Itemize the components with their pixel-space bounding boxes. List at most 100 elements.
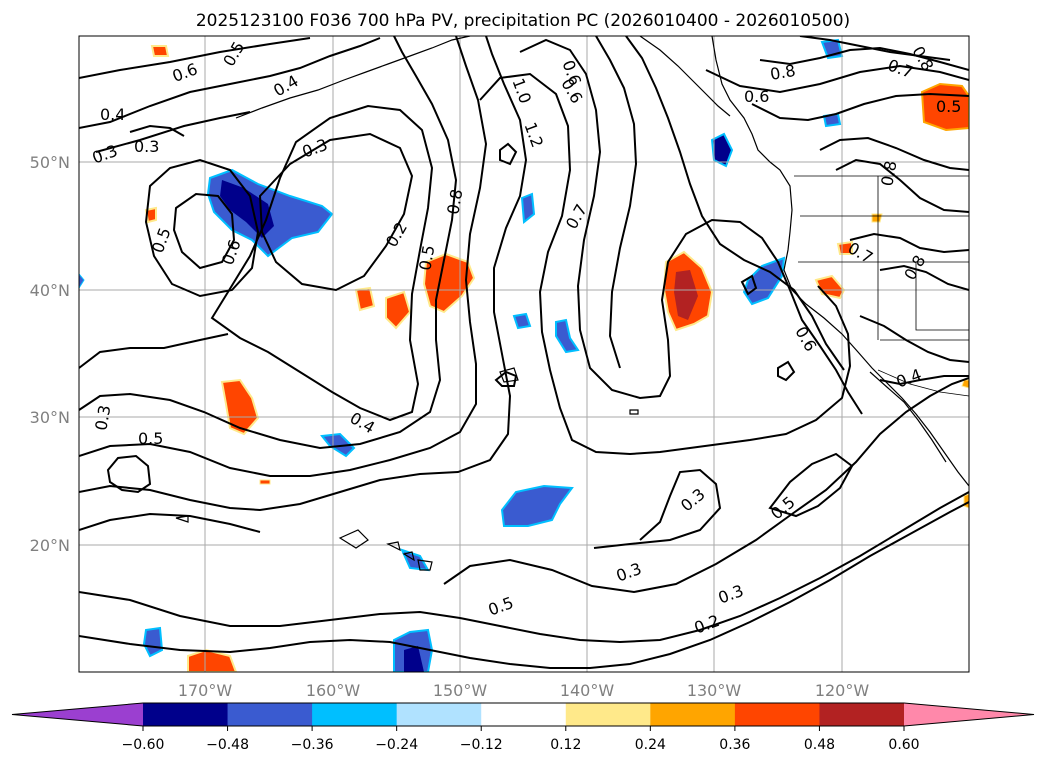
precip-area-pos [220,378,260,436]
colorbar-under-extension [12,703,143,726]
pv-contour [859,315,969,363]
colorbar-segment [734,703,820,726]
precip-area-neg [500,484,574,527]
map-title: 2025123100 F036 700 hPa PV, precipitatio… [196,11,850,31]
hawaii-islands [338,529,433,571]
colorbar-tick-label: 0.48 [804,737,835,753]
pv-contour [79,36,458,450]
baja-coast [869,371,947,463]
colorbar-tick-label: −0.36 [291,737,334,753]
precip-area-neg [79,273,85,289]
colorbar-tick-label: 0.36 [719,737,750,753]
precip-area-neg [142,626,164,658]
lon-label: 120°W [815,681,870,700]
lat-label: 20°N [30,536,70,555]
alaska-panhandle-islands [639,36,731,117]
pv-contour [519,38,863,415]
map-panel: 0.6 0.5 0.4 0.8 0.6 1.0 1.2 0.6 0.7 0.8 … [78,35,970,673]
pv-contour [740,274,758,296]
pv-contour [144,158,260,298]
precip-area-pos [961,379,969,389]
precip-area-pos [871,213,883,223]
contour-label: 0.6 [744,87,769,106]
precip-area-neg [512,312,532,330]
contour-label: 0.3 [91,404,114,432]
pv-contour [879,375,969,386]
pv-contour [79,36,528,512]
contour-label: 0.8 [877,159,900,187]
pv-contour [95,111,251,153]
contour-label: 0.3 [134,137,159,156]
small-island [175,367,639,523]
lon-label: 160°W [306,681,361,700]
pv-contour [593,468,722,549]
colorbar-segment [565,703,651,726]
precip-area-neg [320,432,356,458]
precip-area-neg [742,256,786,306]
colorbar-tick-label: −0.60 [122,737,165,753]
lat-label: 40°N [30,281,70,300]
pv-contour [79,37,311,79]
pv-contour [835,158,969,213]
lon-label: 130°W [687,681,742,700]
colorbar-tick-label: −0.24 [375,737,418,753]
colorbar-segment [227,703,313,726]
precip-area-pos [354,286,376,312]
colorbar-over-extension [904,703,1034,726]
pv-contour [129,124,185,137]
lon-label: 170°W [178,681,233,700]
precip-area-neg-core [220,180,274,238]
pv-contour [879,264,969,291]
pv-contour [79,333,229,369]
precip-area-pos-core [674,270,698,320]
colorbar: −0.60 −0.48 −0.36 −0.24 −0.12 0.12 0.24 0.36 0.4… [11,702,1035,753]
state-borders [798,176,969,341]
lat-label: 50°N [30,153,70,172]
pv-contour [210,104,434,422]
contour-label: 0.5 [138,429,163,448]
pv-contour [172,192,236,270]
pv-contour [79,491,969,644]
contour-label: 0.8 [443,188,466,216]
precip-area-neg [555,318,580,354]
alaska-coast [235,36,471,119]
colorbar-tick-label: 0.60 [888,737,919,753]
colorbar-segment [312,703,398,726]
precip-area-pos [259,479,271,485]
precip-area-pos [150,45,170,57]
colorbar-segment [481,703,567,726]
colorbar-segment [396,703,482,726]
pv-contour [79,37,381,129]
pv-contour [751,92,969,122]
precip-area-neg [520,192,536,224]
lon-label: 140°W [560,681,615,700]
plot-frame [78,35,970,673]
colorbar-tick-label: 0.24 [635,737,666,753]
precip-area-neg-core [404,646,424,672]
contour-label: 0.5 [936,97,961,116]
pv-contour [595,36,638,369]
precip-area-pos [963,493,969,509]
latitude-labels: 50°N 40°N 30°N 20°N [30,153,70,555]
contour-label: 0.8 [769,61,797,84]
pv-contour [106,454,152,494]
colorbar-tick-label: 0.12 [550,737,581,753]
pv-contour [79,512,261,533]
pv-contour [819,136,969,171]
lat-label: 30°N [30,408,70,427]
colorbar-segment [819,703,905,726]
longitude-labels: 170°W 160°W 150°W 140°W 130°W 120°W [178,681,870,700]
colorbar-tick-label: −0.48 [206,737,249,753]
colorbar-segment [143,703,229,726]
pv-contour [625,36,845,371]
contour-label: 0.4 [100,105,125,124]
pv-contour [258,132,414,292]
pv-contour [849,232,969,254]
colorbar-tick-label: −0.12 [460,737,503,753]
pv-contour [705,64,969,94]
pv-contour [479,72,852,456]
lon-label: 150°W [433,681,488,700]
pv-contour [777,360,796,382]
pv-contour [759,46,969,71]
